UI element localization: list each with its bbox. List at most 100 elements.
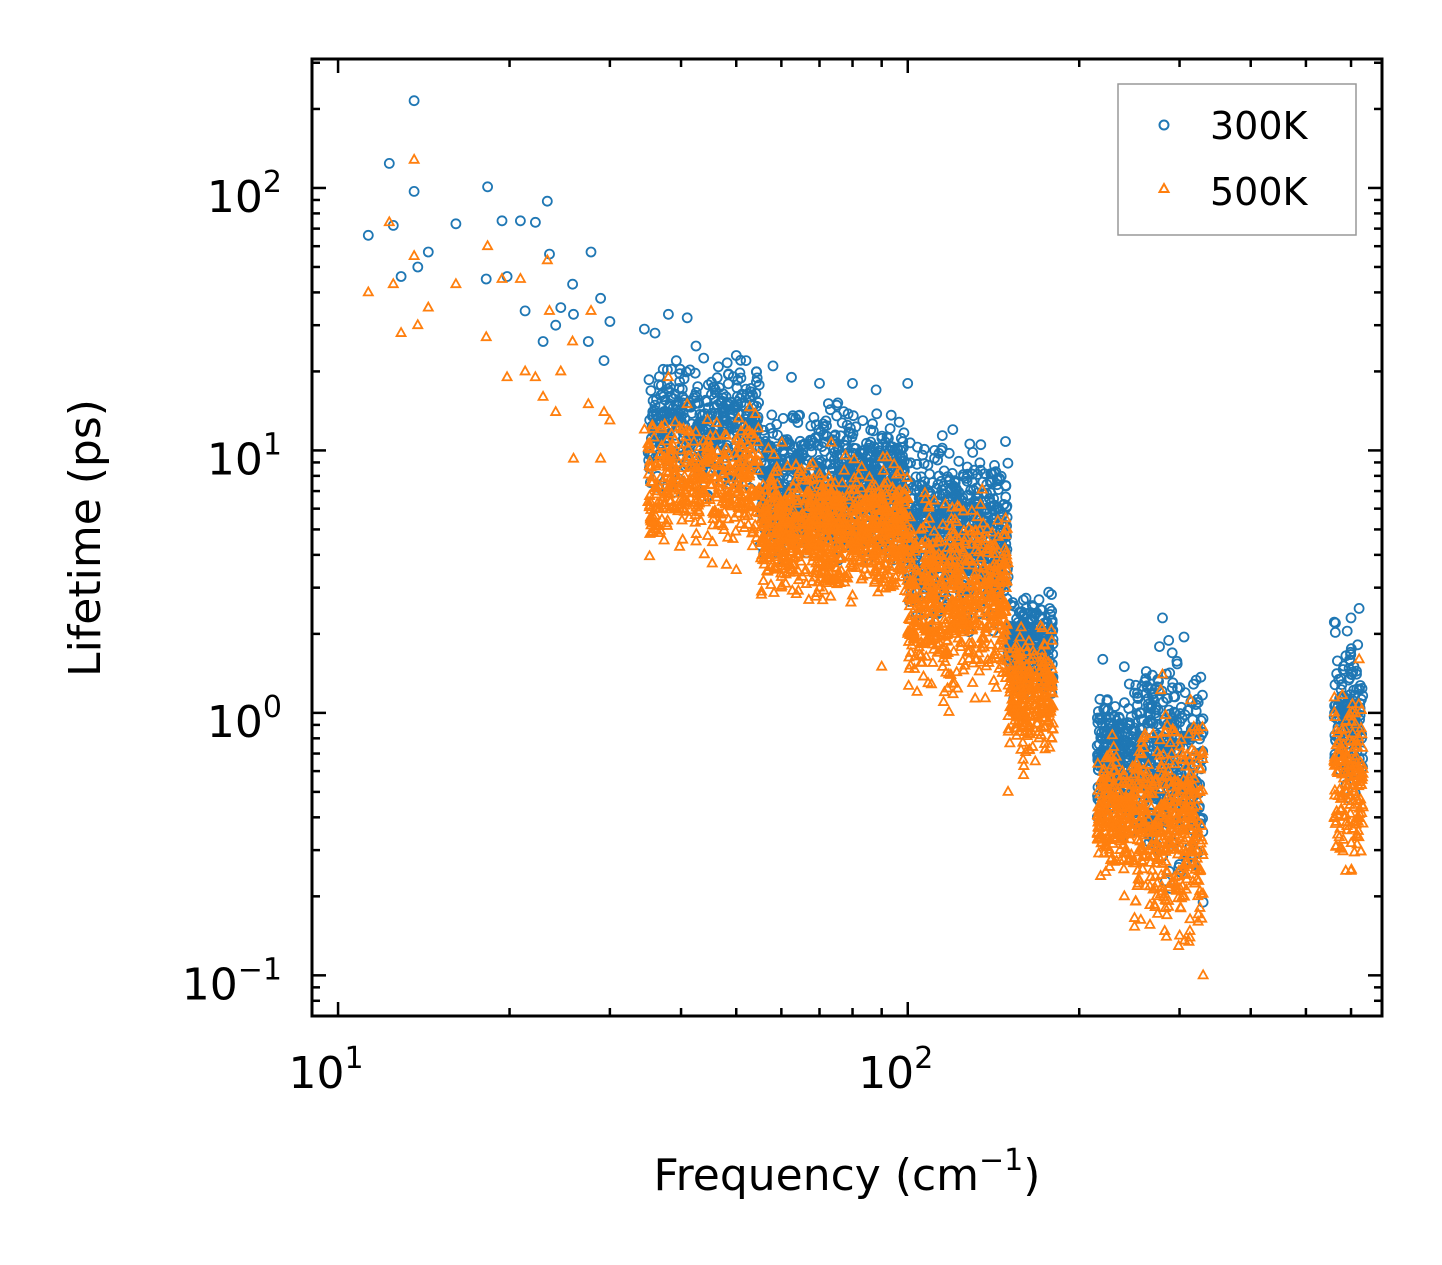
point-300k (937, 488, 948, 500)
point-300k (836, 417, 848, 429)
point-300k (758, 424, 769, 436)
point-300k (912, 441, 923, 453)
point-500k (567, 451, 580, 463)
point-300k (815, 456, 827, 468)
point-300k (1157, 612, 1168, 624)
point-300k (496, 215, 508, 227)
point-300k (674, 368, 686, 380)
point-500k (861, 567, 874, 579)
point-300k (813, 424, 824, 436)
point-300k (897, 436, 909, 448)
point-300k (953, 455, 965, 467)
point-300k (876, 430, 888, 442)
point-300k (909, 484, 921, 496)
point-300k (929, 444, 940, 456)
point-300k (911, 458, 923, 470)
point-300k (942, 471, 953, 483)
point-300k (408, 185, 420, 197)
point-300k (728, 401, 740, 413)
point-300k (673, 408, 685, 420)
point-300k (857, 415, 869, 427)
point-300k (1329, 627, 1341, 638)
point-300k (1353, 603, 1365, 614)
series-500k (362, 152, 1370, 980)
point-300k (537, 336, 549, 347)
point-300k (867, 425, 879, 437)
point-300k (745, 382, 757, 394)
point-300k (383, 157, 395, 169)
point-500k (594, 451, 607, 463)
point-300k (690, 432, 702, 444)
point-500k (1002, 785, 1015, 796)
point-300k (707, 381, 719, 393)
point-300k (747, 417, 759, 429)
point-300k (922, 459, 934, 471)
point-300k (718, 412, 730, 424)
point-300k (831, 410, 843, 422)
point-500k (408, 152, 421, 164)
point-300k (870, 384, 882, 396)
point-500k (566, 334, 579, 346)
point-500k (966, 676, 979, 687)
point-300k (829, 430, 840, 442)
point-300k (710, 387, 721, 399)
point-300k (692, 397, 703, 409)
point-500k (362, 285, 375, 297)
point-300k (967, 446, 979, 458)
point-300k (917, 449, 928, 461)
point-300k (659, 394, 671, 406)
point-300k (750, 366, 762, 378)
point-300k (975, 464, 986, 476)
point-300k (950, 490, 961, 502)
point-300k (793, 447, 805, 459)
point-300k (911, 500, 923, 512)
point-300k (893, 416, 905, 428)
point-500k (554, 364, 567, 376)
point-500k (603, 413, 616, 425)
point-300k (698, 352, 710, 364)
point-500k (411, 318, 424, 330)
point-300k (735, 372, 747, 384)
point-300k (968, 484, 979, 496)
point-300k (980, 504, 991, 516)
point-300k (723, 369, 734, 381)
point-300k (867, 418, 878, 430)
point-300k (825, 404, 836, 416)
point-500k (979, 691, 992, 703)
point-300k (723, 404, 734, 415)
point-300k (721, 357, 733, 369)
point-300k (692, 381, 704, 393)
point-500k (1197, 968, 1210, 980)
point-300k (975, 439, 987, 451)
point-300k (793, 410, 804, 422)
point-300k (1000, 491, 1012, 503)
point-500k (701, 529, 714, 540)
point-300k (711, 372, 723, 384)
point-300k (550, 319, 562, 331)
point-300k (734, 392, 746, 404)
point-300k (821, 420, 832, 432)
point-300k (777, 412, 789, 424)
point-300k (964, 502, 975, 514)
point-300k (898, 427, 910, 439)
point-300k (709, 383, 721, 395)
point-500k (501, 370, 514, 382)
point-300k (814, 377, 825, 389)
point-500k (408, 249, 421, 261)
point-300k (713, 361, 724, 373)
point-300k (717, 401, 729, 413)
point-300k (820, 415, 832, 427)
point-300k (728, 371, 739, 383)
point-300k (778, 448, 790, 460)
point-300k (482, 181, 494, 193)
point-300k (541, 195, 553, 207)
point-500k (541, 253, 554, 265)
point-300k (740, 355, 752, 367)
point-500k (875, 659, 888, 671)
point-500k (1118, 889, 1131, 901)
point-300k (759, 467, 771, 478)
point-300k (669, 388, 681, 400)
point-300k (766, 409, 778, 421)
point-300k (395, 271, 407, 282)
point-500k (846, 588, 859, 600)
